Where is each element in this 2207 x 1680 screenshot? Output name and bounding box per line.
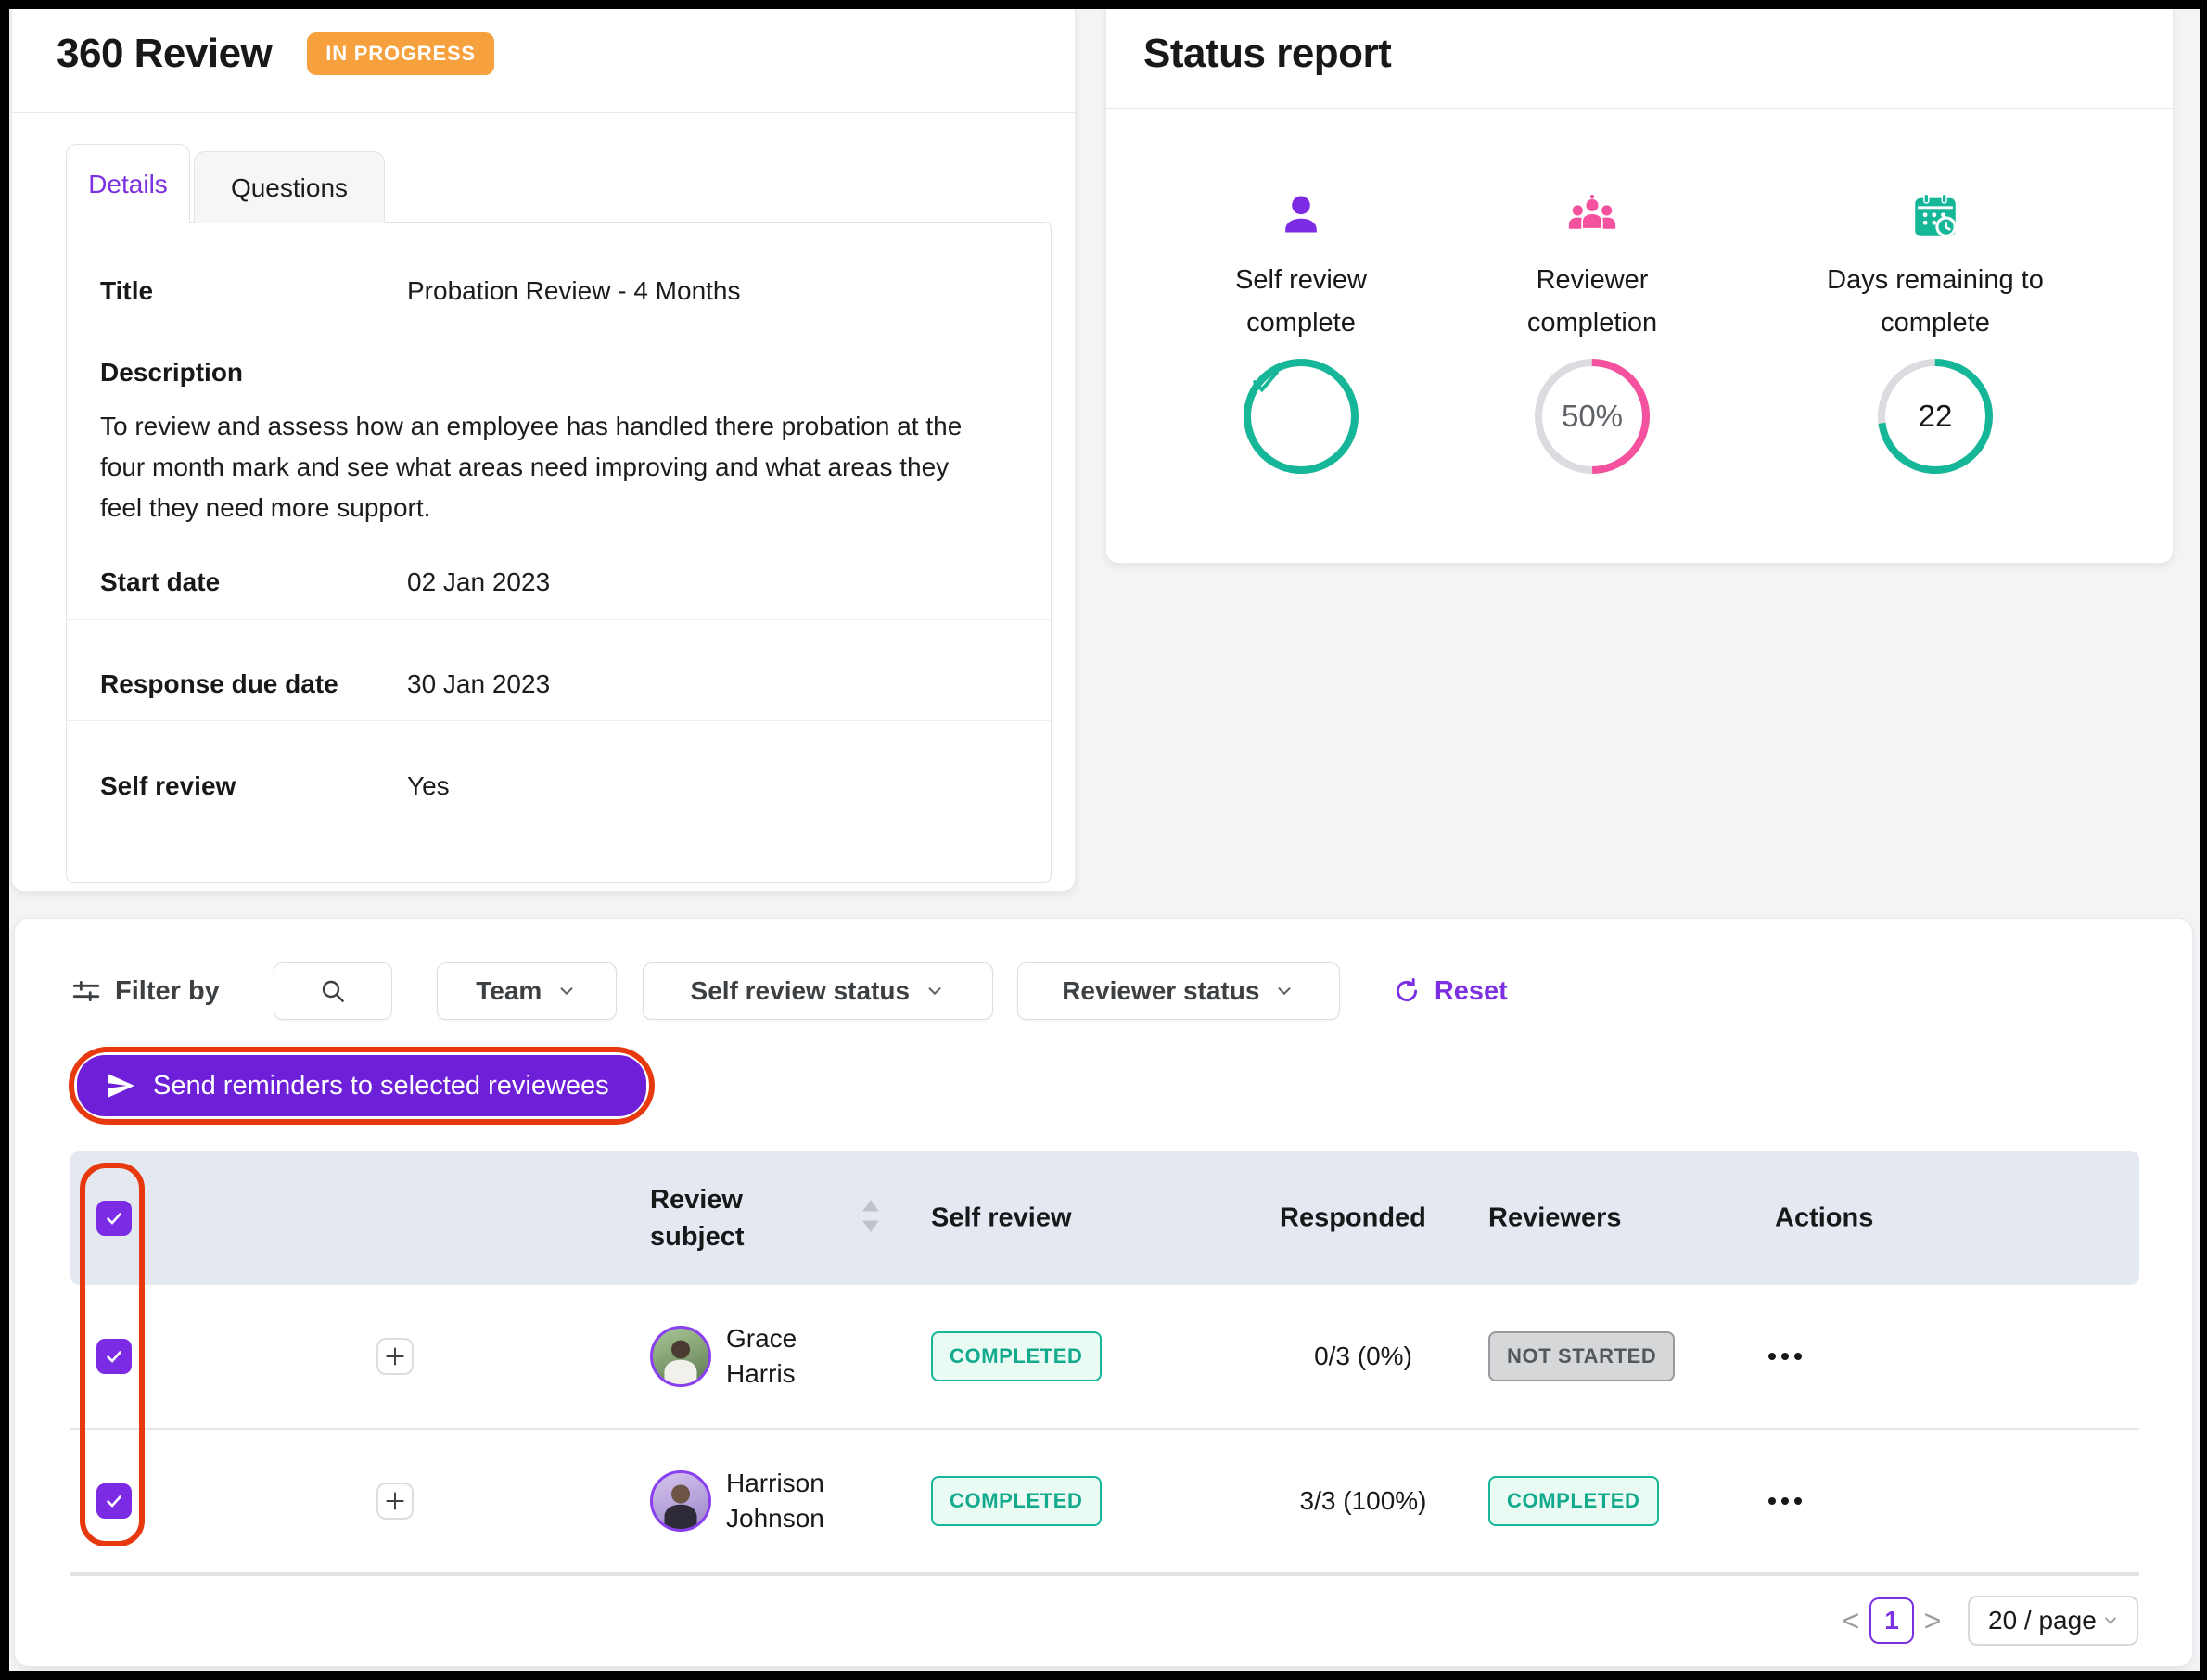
responded-count: 3/3 (100%) bbox=[1299, 1486, 1427, 1515]
self-review-label: Self review bbox=[100, 771, 236, 800]
reset-filters-button[interactable]: Reset bbox=[1392, 976, 1508, 1007]
next-page-button[interactable]: > bbox=[1923, 1603, 1942, 1637]
send-icon bbox=[108, 1073, 134, 1099]
self-review-status-badge: COMPLETED bbox=[931, 1476, 1102, 1526]
table-bottom-divider bbox=[70, 1574, 2139, 1576]
calendar-clock-icon bbox=[1908, 188, 1962, 244]
filter-bar: Filter by Team Self review status Review… bbox=[70, 961, 1508, 1021]
description-value: To review and assess how an employee has… bbox=[100, 412, 963, 522]
row-checkbox[interactable] bbox=[96, 1483, 132, 1519]
reset-icon bbox=[1396, 977, 1417, 1002]
self-review-progress-ring bbox=[1242, 357, 1360, 476]
column-header-review-subject[interactable]: Review subject bbox=[650, 1184, 745, 1252]
status-badge: IN PROGRESS bbox=[307, 32, 494, 75]
page-background: 360 Review IN PROGRESS Details Questions… bbox=[9, 9, 2200, 1671]
chevron-down-icon bbox=[928, 987, 941, 996]
row-checkbox[interactable] bbox=[96, 1339, 132, 1374]
expand-row-button[interactable] bbox=[376, 1483, 414, 1520]
reviewer-status-filter-dropdown[interactable]: Reviewer status bbox=[1016, 962, 1340, 1020]
tab-details[interactable]: Details bbox=[66, 144, 190, 223]
description-label: Description bbox=[100, 358, 244, 387]
reviewer-completion-value: 50% bbox=[1561, 399, 1624, 433]
metric-self-review: Self review complete bbox=[1162, 188, 1440, 476]
due-date-label: Response due date bbox=[100, 669, 338, 698]
status-report-title: Status report bbox=[1143, 31, 1392, 76]
start-date-label: Start date bbox=[100, 567, 221, 596]
chevron-down-icon bbox=[1278, 987, 1291, 996]
avatar bbox=[650, 1470, 711, 1532]
details-panel: Title Probation Review - 4 Months Descri… bbox=[66, 222, 1052, 883]
sort-icon[interactable] bbox=[859, 1197, 883, 1239]
column-header-reviewers: Reviewers bbox=[1488, 1203, 1622, 1232]
metric-days-remaining: Days remaining to complete 22 bbox=[1767, 188, 2104, 476]
filter-by: Filter by bbox=[70, 975, 220, 1007]
column-header-actions: Actions bbox=[1775, 1203, 1874, 1232]
start-date-value: 02 Jan 2023 bbox=[407, 567, 551, 596]
filter-by-label: Filter by bbox=[115, 975, 220, 1006]
column-header-responded: Responded bbox=[1280, 1203, 1426, 1232]
title-value: Probation Review - 4 Months bbox=[407, 276, 741, 305]
check-icon bbox=[1242, 357, 1360, 476]
avatar bbox=[650, 1326, 711, 1387]
metric-label: Days remaining to complete bbox=[1827, 265, 2044, 337]
review-card: 360 Review IN PROGRESS Details Questions… bbox=[11, 9, 1076, 892]
plus-icon bbox=[386, 1492, 404, 1510]
header-divider bbox=[1106, 108, 2173, 109]
status-report-card: Status report Self review complete bbox=[1105, 9, 2174, 564]
metric-label: Self review complete bbox=[1235, 265, 1367, 337]
send-reminders-button[interactable]: Send reminders to selected reviewees bbox=[77, 1055, 646, 1116]
days-remaining-progress-ring: 22 bbox=[1876, 357, 1995, 476]
check-icon bbox=[107, 1351, 121, 1363]
self-review-status-filter-dropdown[interactable]: Self review status bbox=[642, 962, 993, 1020]
due-date-value: 30 Jan 2023 bbox=[407, 669, 551, 698]
check-icon bbox=[107, 1495, 121, 1508]
metric-label: Reviewer completion bbox=[1526, 265, 1658, 337]
page-title: 360 Review bbox=[57, 31, 273, 76]
days-remaining-value: 22 bbox=[1918, 399, 1953, 433]
review-tabs: Details Questions bbox=[66, 144, 385, 223]
person-icon bbox=[1275, 188, 1327, 244]
reviewees-table: Review subject Self review Responded Rev… bbox=[70, 1151, 2139, 1574]
tab-questions[interactable]: Questions bbox=[194, 151, 385, 223]
row-actions-menu[interactable] bbox=[1768, 1497, 1802, 1505]
page-number-button[interactable]: 1 bbox=[1869, 1597, 1914, 1644]
select-all-checkbox[interactable] bbox=[96, 1200, 132, 1236]
reviewee-name[interactable]: Harrison Johnson bbox=[726, 1469, 824, 1533]
pagination: < 1 > 20 / page bbox=[1832, 1596, 2138, 1646]
chevron-down-icon bbox=[560, 987, 573, 996]
filter-sliders-icon bbox=[72, 980, 100, 1002]
column-header-self-review: Self review bbox=[931, 1203, 1072, 1232]
title-label: Title bbox=[100, 276, 154, 305]
previous-page-button[interactable]: < bbox=[1842, 1603, 1860, 1637]
review-card-header: 360 Review IN PROGRESS bbox=[57, 31, 494, 77]
expand-row-button[interactable] bbox=[376, 1338, 414, 1375]
page-size-select[interactable]: 20 / page bbox=[1968, 1596, 2138, 1646]
plus-icon bbox=[386, 1347, 404, 1366]
chevron-down-icon bbox=[2105, 1617, 2116, 1624]
team-filter-dropdown[interactable]: Team bbox=[436, 962, 617, 1020]
row-actions-menu[interactable] bbox=[1768, 1353, 1802, 1360]
header-divider bbox=[12, 112, 1075, 113]
responded-count: 0/3 (0%) bbox=[1314, 1342, 1412, 1370]
group-icon bbox=[1565, 188, 1619, 244]
reviewer-status-badge: COMPLETED bbox=[1488, 1476, 1659, 1526]
reviewer-completion-progress-ring: 50% bbox=[1533, 357, 1652, 476]
field-divider bbox=[67, 720, 1051, 721]
search-input[interactable] bbox=[273, 962, 392, 1020]
table-row: Grace Harris COMPLETED 0/3 (0%) NOT STAR… bbox=[70, 1285, 2139, 1430]
check-icon bbox=[107, 1212, 121, 1225]
table-row: Harrison Johnson COMPLETED 3/3 (100%) CO… bbox=[70, 1430, 2139, 1574]
reviewer-status-badge: NOT STARTED bbox=[1488, 1331, 1676, 1381]
annotation-highlight-reminders: Send reminders to selected reviewees bbox=[69, 1047, 655, 1125]
search-icon bbox=[322, 980, 344, 1002]
field-divider bbox=[67, 619, 1051, 620]
self-review-value: Yes bbox=[407, 771, 450, 800]
self-review-status-badge: COMPLETED bbox=[931, 1331, 1102, 1381]
reviewee-name[interactable]: Grace Harris bbox=[726, 1324, 797, 1388]
metric-reviewer-completion: Reviewer completion 50% bbox=[1453, 188, 1731, 476]
table-header-row: Review subject Self review Responded Rev… bbox=[70, 1151, 2139, 1285]
review-table-card: Filter by Team Self review status Review… bbox=[14, 918, 2193, 1667]
status-card-header: Status report bbox=[1143, 31, 1392, 77]
